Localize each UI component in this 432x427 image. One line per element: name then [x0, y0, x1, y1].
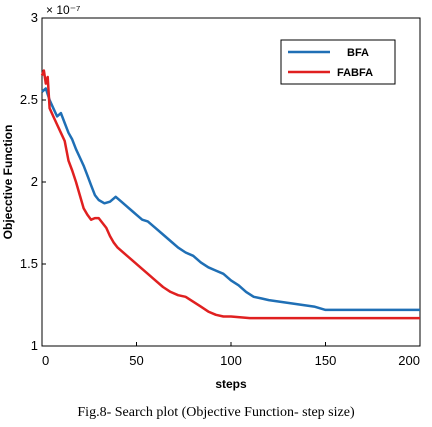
y-tick-label: 3 [31, 10, 38, 25]
y-tick-label: 1 [31, 338, 38, 353]
y-tick-label: 2 [31, 174, 38, 189]
y-tick-label: 2.5 [20, 92, 38, 107]
x-tick-label: 100 [220, 353, 242, 368]
y-tick-label: 1.5 [20, 256, 38, 271]
x-tick-label: 150 [315, 353, 337, 368]
x-tick-label: 0 [42, 353, 49, 368]
legend-box [280, 39, 396, 85]
x-axis-label: steps [215, 377, 247, 391]
series-line-fabfa [40, 69, 420, 320]
x-tick-label: 200 [398, 353, 420, 368]
series-line-bfa [41, 87, 420, 312]
legend-label-bfa: BFA [347, 47, 369, 59]
y-exponent-label: × 10⁻⁷ [46, 3, 80, 17]
legend-label-fabfa: FABFA [337, 67, 373, 79]
legend: BFA FABFA [280, 39, 396, 85]
x-tick-label: 50 [129, 353, 143, 368]
y-axis-label: Objecctive Function [1, 125, 15, 240]
ticks-layer: 0 50 100 150 200 1 1.5 2 2.5 3 [20, 10, 421, 368]
figure-caption: Fig.8- Search plot (Objective Function- … [77, 405, 355, 420]
series-layer [40, 69, 420, 320]
